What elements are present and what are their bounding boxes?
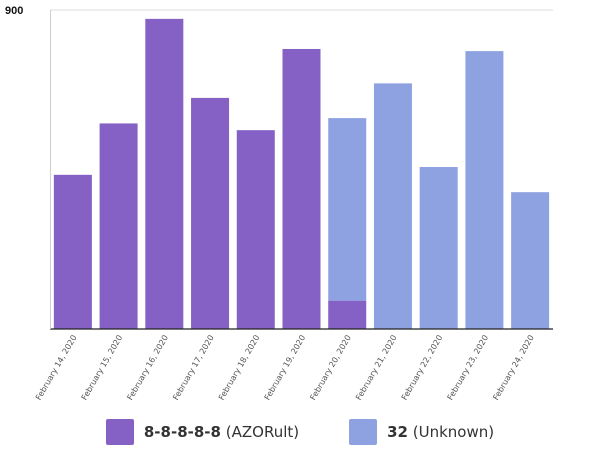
y-tick-label: 900	[5, 5, 23, 17]
legend-item-azorult[interactable]: 8-8-8-8-8 (AZORult)	[105, 419, 300, 445]
bar-azorult[interactable]	[53, 174, 92, 329]
x-tick-label: February 18, 2020	[217, 334, 262, 402]
legend: 8-8-8-8-8 (AZORult) 32 (Unknown)	[0, 410, 600, 454]
bar-azorult[interactable]	[236, 130, 275, 329]
x-tick-label: February 20, 2020	[308, 334, 353, 402]
bar-unknown[interactable]	[419, 167, 458, 329]
x-tick-label: February 23, 2020	[446, 333, 491, 401]
x-tick-label: February 19, 2020	[263, 334, 308, 402]
legend-series-name: 8-8-8-8-8	[143, 423, 221, 441]
x-tick-label: February 22, 2020	[400, 334, 445, 402]
x-tick-label: February 16, 2020	[125, 334, 170, 402]
x-tick-label: February 24, 2020	[491, 334, 536, 402]
x-tick-label: February 21, 2020	[354, 334, 399, 402]
legend-item-unknown[interactable]: 32 (Unknown)	[349, 419, 494, 445]
bar-chart: 900 February 14, 2020 February 15, 2020 Fe…	[5, 5, 553, 402]
bar-azorult[interactable]	[145, 18, 184, 329]
bar-unknown[interactable]	[511, 192, 550, 329]
legend-series-name: 32	[387, 423, 408, 441]
legend-series-sub: (Unknown)	[412, 423, 495, 441]
bar-unknown[interactable]	[465, 51, 504, 330]
x-tick-label: February 15, 2020	[80, 334, 125, 402]
bar-unknown[interactable]	[373, 83, 412, 330]
legend-swatch	[349, 419, 378, 445]
bar-azorult[interactable]	[99, 123, 138, 329]
bar-unknown[interactable]	[328, 118, 367, 301]
bar-azorult[interactable]	[282, 48, 321, 329]
bar-azorult[interactable]	[191, 97, 230, 329]
legend-swatch	[105, 419, 134, 445]
legend-series-sub: (AZORult)	[225, 423, 300, 441]
bar-azorult[interactable]	[328, 300, 367, 329]
x-tick-label: February 14, 2020	[34, 334, 79, 402]
x-tick-label: February 17, 2020	[171, 334, 216, 402]
